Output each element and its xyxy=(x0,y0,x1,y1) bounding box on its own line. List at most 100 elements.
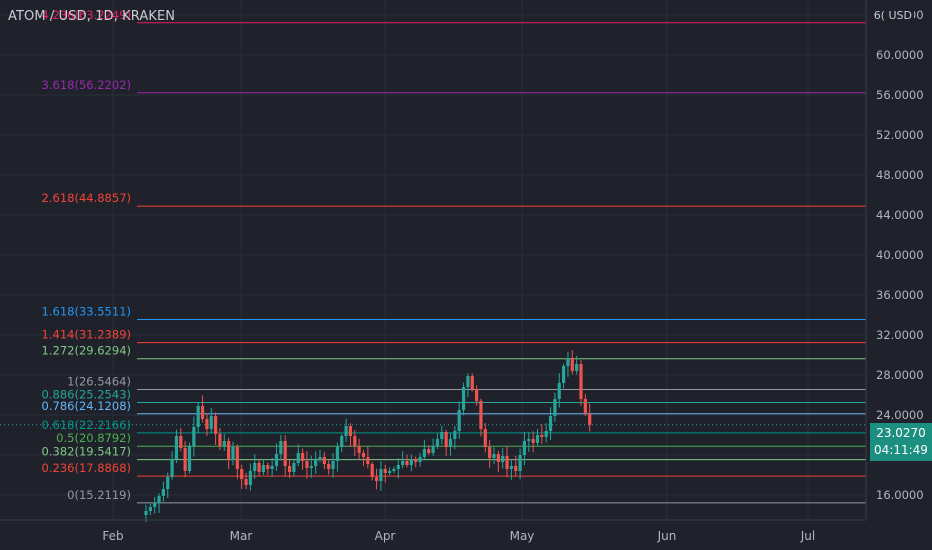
candle-body xyxy=(496,454,500,462)
candle-body xyxy=(448,439,453,447)
candle-body xyxy=(444,432,448,447)
candle-body xyxy=(174,436,179,459)
x-tick-label: May xyxy=(510,529,535,543)
candle-body xyxy=(331,461,335,469)
fib-level-label: 0.5(20.8792) xyxy=(56,431,131,445)
candle-body xyxy=(227,441,231,460)
candle-body xyxy=(535,435,540,443)
candle-body xyxy=(200,406,205,419)
candle-body xyxy=(422,449,426,457)
y-tick-label: 40.0000 xyxy=(876,248,924,262)
candle-body xyxy=(396,465,400,469)
candle-body xyxy=(274,454,279,466)
candle-body xyxy=(292,463,296,472)
candle-body xyxy=(583,399,587,414)
currency-code: USD xyxy=(888,9,912,22)
fib-level-label: 0.786(24.1208) xyxy=(42,399,131,413)
fib-level-label: 1.618(33.5511) xyxy=(42,304,131,318)
chart-title: ATOM / USD, 1D, KRAKEN xyxy=(8,9,176,24)
candle-body xyxy=(453,431,457,439)
candle-body xyxy=(557,383,561,399)
fib-level-label: 3.618(56.2202) xyxy=(42,78,131,92)
candle-body xyxy=(479,401,483,429)
candle-body xyxy=(270,466,274,469)
candle-body xyxy=(148,507,152,511)
candle-body xyxy=(466,376,470,387)
y-tick-label: 16.0000 xyxy=(876,488,924,502)
candles xyxy=(144,350,592,523)
y-tick-label: 44.0000 xyxy=(876,208,924,222)
candle-body xyxy=(157,496,161,503)
candle-body xyxy=(257,463,261,472)
x-axis-ticks: Feb Mar Apr May Jun Jul xyxy=(102,529,815,543)
candle-body xyxy=(248,471,252,485)
fib-level-label: 1.272(29.6294) xyxy=(42,344,131,358)
current-price-value: 23.0270 xyxy=(876,426,926,440)
candle-body xyxy=(475,389,479,401)
candle-body xyxy=(488,447,492,458)
candle-body xyxy=(483,429,487,447)
fib-level-label: 0(15.2119) xyxy=(67,488,131,502)
candle-body xyxy=(361,453,366,457)
candle-body xyxy=(388,471,392,473)
fib-level-label: 1(26.5464) xyxy=(67,375,131,389)
candle-body xyxy=(531,439,535,443)
x-tick-label: Mar xyxy=(230,529,253,543)
candle-body xyxy=(231,447,235,460)
currency-label[interactable]: 6( USD xyxy=(871,8,914,23)
candle-body xyxy=(366,457,370,464)
candle-body xyxy=(470,376,474,389)
fib-level-label: 1.414(31.2389) xyxy=(42,328,131,342)
candle-body xyxy=(283,441,287,466)
x-tick-label: Jun xyxy=(657,529,677,543)
y-tick-label: 52.0000 xyxy=(876,128,924,142)
fib-level-label: 0.382(19.5417) xyxy=(42,445,131,459)
candle-body xyxy=(340,436,344,447)
candle-body xyxy=(431,446,435,453)
candle-body xyxy=(553,399,557,416)
candle-body xyxy=(214,416,218,434)
candle-body xyxy=(540,435,544,437)
candle-body xyxy=(575,364,579,371)
current-price-tag: 23.0270 04:11:49 xyxy=(870,423,932,461)
fib-level-label: 2.618(44.8857) xyxy=(42,191,131,205)
candle-body xyxy=(318,457,322,460)
fib-level-label: 4.236(63.2249) xyxy=(42,8,131,22)
candle-body xyxy=(427,449,431,453)
candle-body xyxy=(379,469,383,481)
candle-body xyxy=(301,453,305,461)
candle-body xyxy=(244,479,248,485)
candle-body xyxy=(187,446,192,471)
candle-body xyxy=(562,366,566,383)
candle-body xyxy=(170,459,174,477)
candle-body xyxy=(405,461,409,465)
candle-body xyxy=(518,455,522,471)
y-tick-label: 32.0000 xyxy=(876,328,924,342)
candle-body xyxy=(196,406,200,427)
x-tick-label: Feb xyxy=(102,529,123,543)
candle-body xyxy=(527,439,531,441)
fibonacci-levels: 0(15.2119)0.236(17.8868)0.382(19.5417)0.… xyxy=(42,8,866,504)
y-tick-label: 36.0000 xyxy=(876,288,924,302)
candle-body xyxy=(570,358,574,371)
candle-body xyxy=(414,459,418,462)
fib-level-label: 0.236(17.8868) xyxy=(42,461,131,475)
candle-body xyxy=(353,436,357,446)
candle-body xyxy=(209,416,213,429)
y-tick-label: 48.0000 xyxy=(876,168,924,182)
candle-body xyxy=(383,469,387,473)
y-tick-label: 56.0000 xyxy=(876,88,924,102)
candle-body xyxy=(153,503,157,507)
candle-body xyxy=(305,461,309,468)
gridlines xyxy=(0,0,866,520)
bar-countdown: 04:11:49 xyxy=(874,443,928,457)
x-tick-label: Jul xyxy=(800,529,815,543)
candle-body xyxy=(457,410,461,431)
candle-body xyxy=(179,436,183,448)
y-tick-label: 60.0000 xyxy=(876,48,924,62)
candle-body xyxy=(266,465,270,469)
candle-body xyxy=(588,414,592,425)
candle-body xyxy=(348,426,353,436)
candle-body xyxy=(183,448,187,471)
